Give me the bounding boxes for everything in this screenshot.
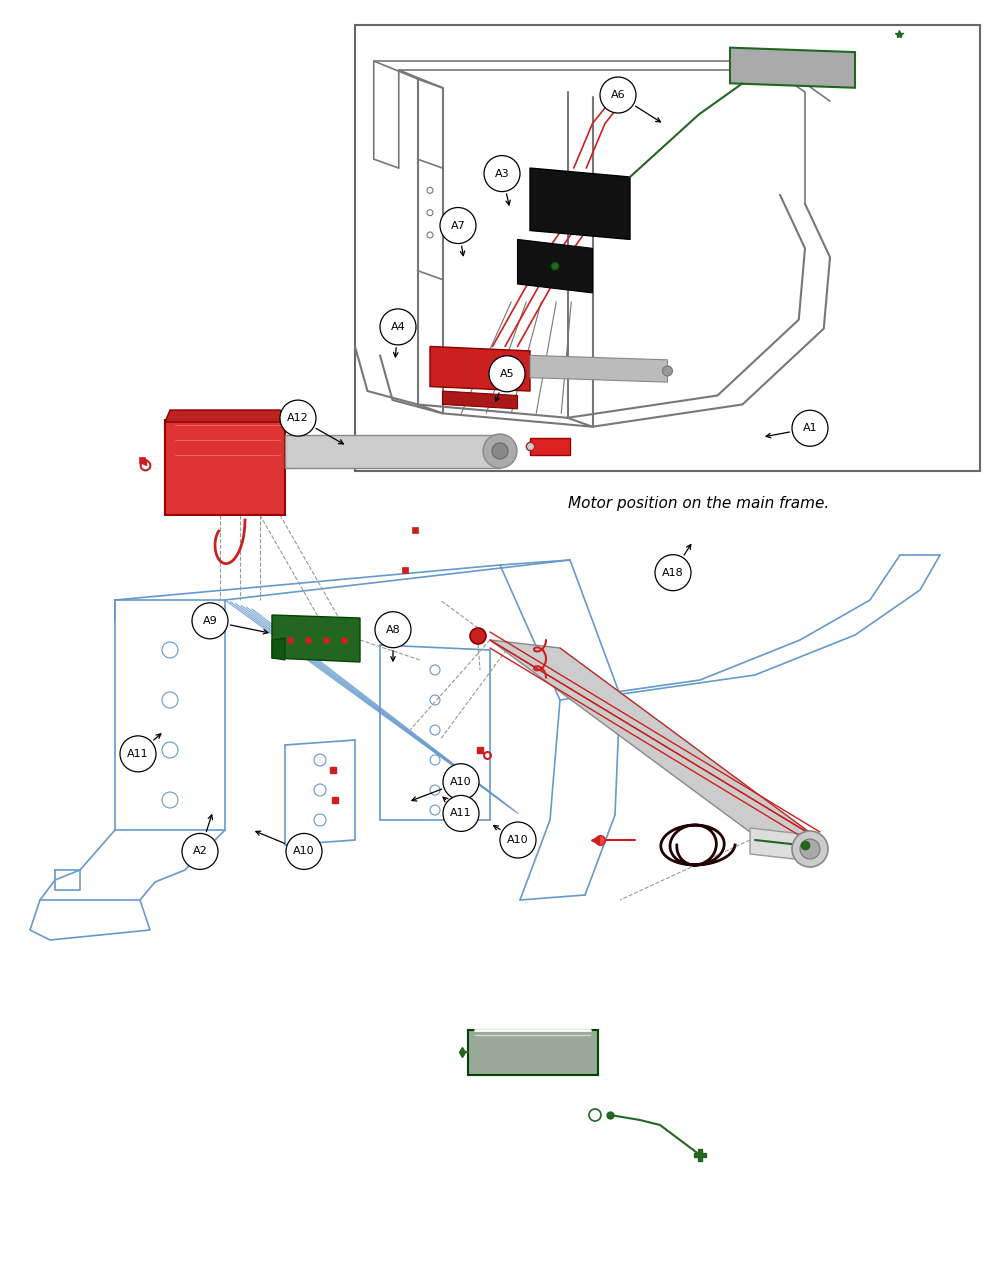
Polygon shape	[442, 392, 518, 409]
Text: A12: A12	[287, 413, 309, 423]
Circle shape	[443, 796, 479, 831]
Text: A9: A9	[203, 616, 217, 626]
Circle shape	[500, 822, 536, 858]
Polygon shape	[530, 169, 630, 239]
Text: A1: A1	[803, 423, 817, 433]
Circle shape	[489, 356, 525, 392]
Text: Motor position on the main frame.: Motor position on the main frame.	[568, 497, 829, 512]
Circle shape	[792, 411, 828, 446]
Text: A5: A5	[500, 369, 514, 379]
Circle shape	[484, 156, 520, 191]
Polygon shape	[272, 639, 285, 660]
Polygon shape	[530, 438, 570, 455]
Text: A2: A2	[193, 846, 207, 856]
Circle shape	[375, 612, 411, 647]
Polygon shape	[730, 48, 855, 87]
Polygon shape	[165, 419, 285, 514]
Circle shape	[483, 435, 517, 468]
Text: A4: A4	[391, 322, 405, 332]
Text: A10: A10	[450, 777, 472, 787]
Circle shape	[440, 208, 476, 243]
Text: A6: A6	[611, 90, 625, 100]
Circle shape	[443, 764, 479, 799]
Polygon shape	[285, 435, 500, 468]
Circle shape	[120, 736, 156, 772]
Circle shape	[792, 831, 828, 867]
Polygon shape	[468, 1030, 598, 1074]
Text: A10: A10	[293, 846, 315, 856]
Circle shape	[192, 603, 228, 639]
Polygon shape	[490, 640, 820, 840]
Polygon shape	[518, 239, 592, 293]
Text: A10: A10	[507, 835, 529, 845]
Bar	[355, 25, 980, 471]
Text: A11: A11	[450, 808, 472, 818]
Text: A11: A11	[127, 749, 149, 759]
Circle shape	[280, 400, 316, 436]
Text: A7: A7	[451, 220, 465, 231]
Text: A3: A3	[495, 169, 509, 179]
Polygon shape	[272, 614, 360, 661]
Circle shape	[286, 834, 322, 869]
Polygon shape	[165, 411, 285, 422]
Polygon shape	[530, 355, 668, 383]
Circle shape	[182, 834, 218, 869]
Circle shape	[470, 628, 486, 644]
Polygon shape	[430, 346, 530, 392]
Circle shape	[662, 366, 672, 376]
Circle shape	[600, 77, 636, 113]
Circle shape	[800, 839, 820, 859]
Text: A8: A8	[386, 625, 400, 635]
Circle shape	[551, 262, 559, 270]
Circle shape	[655, 555, 691, 590]
Text: A18: A18	[662, 568, 684, 578]
Polygon shape	[750, 829, 820, 862]
Circle shape	[492, 443, 508, 459]
Circle shape	[380, 309, 416, 345]
